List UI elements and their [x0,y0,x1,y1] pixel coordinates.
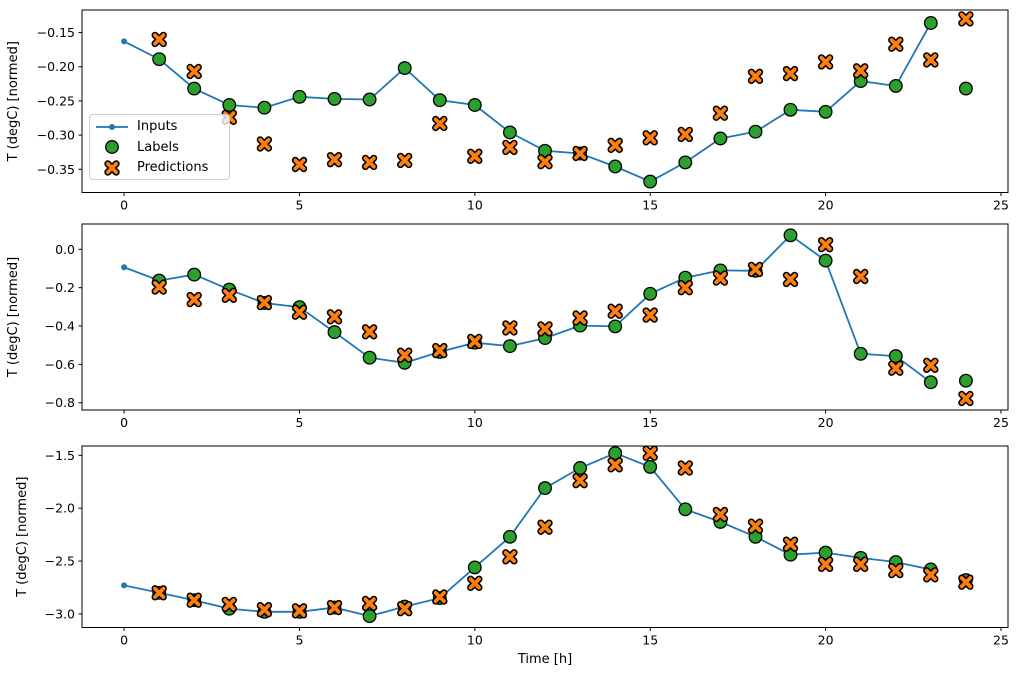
inputs-dot-markers [121,450,934,620]
x-tick-label: 15 [642,198,658,213]
y-tick-label: −0.25 [37,93,75,108]
inputs-dot-markers [121,20,934,185]
legend-item-labels: Labels [90,137,229,157]
y-tick-label: −0.2 [45,280,75,295]
x-tick-label: 5 [295,198,303,213]
y-tick-label: −2.5 [45,554,75,569]
inputs-line [123,234,932,383]
x-tick-label: 10 [467,633,483,648]
inputs-dot-markers [121,232,934,386]
x-tick-label: 15 [642,415,658,430]
subplot-2: 0 5 10 15 20 25 0.0 −0.2 −0.4 −0.6 −0.8 T (degC) [n… [6,223,1009,430]
y-tick-label: 0.0 [55,242,75,257]
legend: Inputs Labels Predictions [89,114,230,180]
y-axis-label: T (degC) [normed] [15,477,30,598]
y-tick-label: −2.0 [45,501,75,516]
legend-item-inputs: Inputs [90,117,229,137]
subplot-3: 0 5 10 15 20 25 −1.5 −2.0 −2.5 −3.0 T (degC) [norm… [15,445,1009,648]
labels-circle-markers [152,228,973,390]
legend-label-inputs: Inputs [137,119,178,134]
y-axis-label: T (degC) [normed] [6,257,21,378]
y-tick-label: −0.8 [45,395,75,410]
x-tick-label: 5 [295,415,303,430]
axes-frame [81,223,1009,411]
inputs-line [123,22,932,183]
x-tick-label: 10 [467,415,483,430]
y-tick-label: −0.20 [37,59,75,74]
y-tick-label: −0.30 [37,128,75,143]
inputs-line [123,452,931,618]
x-tick-label: 0 [120,415,128,430]
predictions-x-markers [153,238,972,405]
x-tick-label: 5 [295,633,303,648]
y-tick-label: −0.35 [37,162,75,177]
y-tick-label: −1.5 [45,448,75,463]
line-dot-icon [93,119,131,135]
predictions-x-markers [153,447,972,617]
legend-item-predictions: Predictions [90,158,229,178]
axes-frame [81,445,1009,628]
legend-label-labels: Labels [137,139,179,155]
y-tick-label: −0.6 [45,357,75,372]
x-tick-label: 15 [642,633,658,648]
y-tick-label: −3.0 [45,606,75,621]
x-tick-label: 0 [120,198,128,213]
x-tick-label: 25 [993,198,1009,213]
y-tick-label: −0.4 [45,319,75,334]
labels-circle-markers [152,16,973,189]
x-tick-label: 0 [120,633,128,648]
x-tick-label: 25 [993,415,1009,430]
x-tick-label: 20 [818,415,834,430]
y-tick-label: −0.15 [37,25,75,40]
x-tick-label: 20 [818,198,834,213]
x-tick-label: 25 [993,633,1009,648]
legend-label-predictions: Predictions [137,160,209,175]
x-axis-label: Time [h] [517,652,572,667]
filled-circle-icon [93,139,131,155]
x-marker-icon [93,159,131,177]
subplot-1: 0 5 10 15 20 25 −0.15 −0.20 −0.25 −0.30 −0.35 T (de… [6,9,1009,213]
labels-circle-markers [152,446,973,624]
x-tick-label: 20 [818,633,834,648]
predictions-x-markers-edge [151,445,974,619]
x-tick-label: 10 [467,198,483,213]
y-axis-label: T (degC) [normed] [6,41,21,162]
